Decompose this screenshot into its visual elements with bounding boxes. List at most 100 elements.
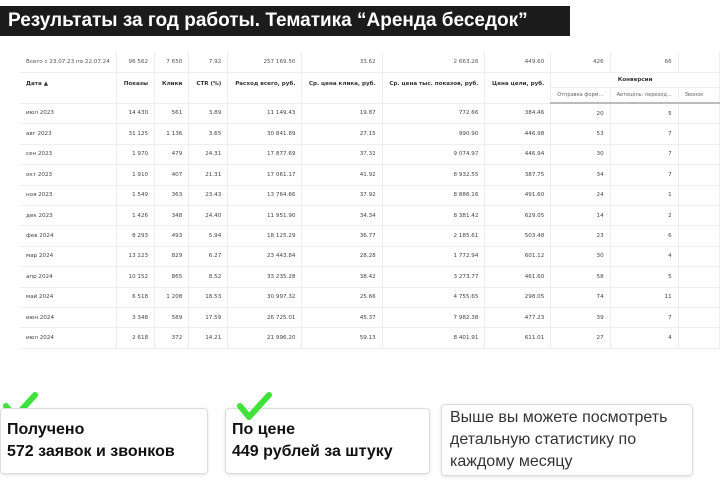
table-cell: 27 (550, 327, 611, 349)
column-header: Ср. цена клика, руб. (301, 72, 383, 104)
table-cell: 446.98 (484, 123, 552, 145)
table-cell: окт 2023 (20, 164, 117, 186)
table-cell: 20 (550, 103, 611, 125)
column-header: Расход всего, руб. (227, 72, 303, 104)
table-cell: 7 (610, 307, 679, 329)
table-cell (678, 225, 720, 247)
table-cell: 41.92 (301, 164, 383, 186)
table-cell: июл 2023 (20, 103, 117, 125)
table-cell: фев 2024 (20, 225, 117, 247)
table-cell: 1 772.94 (382, 246, 486, 268)
conversion-subheader: Звонок (678, 87, 720, 104)
table-cell: 34 (550, 164, 611, 186)
conversion-subheader: Автоцель: переход... (610, 87, 679, 104)
table-cell: 3.65 (188, 123, 229, 145)
table-cell: 30 841.89 (227, 123, 303, 145)
table-row: сен 2023 1 970 479 24.31 17 877.69 37.32 9 074… (20, 144, 720, 166)
table-cell: 4 (610, 246, 679, 268)
summary-cell: 7 650 (154, 52, 190, 73)
table-cell: 6 518 (116, 287, 156, 308)
table-cell: 23 443.84 (227, 246, 303, 268)
table-cell: 25.66 (301, 287, 383, 308)
table-cell: 11 951.90 (227, 205, 303, 227)
table-cell: 18.53 (188, 287, 229, 308)
table-cell: 446.94 (484, 144, 552, 166)
table-cell: 11 (610, 287, 679, 308)
summary-cell: 449.60 (484, 52, 552, 73)
table-cell: 865 (154, 266, 190, 288)
table-cell: 7 (610, 144, 679, 166)
table-cell: 372 (154, 327, 190, 349)
table-cell: 611.01 (484, 327, 552, 349)
summary-cell: 2 663.26 (382, 52, 486, 73)
table-cell: 461.60 (484, 266, 552, 288)
table-cell: 363 (154, 185, 190, 206)
table-cell: 990.90 (382, 123, 486, 145)
table-cell: 23 (550, 225, 611, 247)
card-label: Получено (7, 421, 85, 438)
table-cell (678, 103, 720, 125)
table-cell: 27.15 (301, 123, 383, 145)
table-cell: 31 125 (116, 123, 156, 145)
summary-cell: Всего с 23.07.23 по 22.07.24 (20, 52, 117, 73)
table-cell: 26 725.01 (227, 307, 303, 329)
table-cell: 19.87 (301, 103, 383, 125)
table-cell: ноя 2023 (20, 185, 117, 206)
table-cell: 37.32 (301, 144, 383, 166)
table-cell: 3 348 (116, 307, 156, 329)
table-row: авг 2023 31 125 1 136 3.65 30 841.89 27.15 990… (20, 123, 720, 145)
table-cell: 53 (550, 123, 611, 145)
table-cell: 1 549 (116, 185, 156, 206)
table-cell: 8 886.16 (382, 185, 486, 206)
table-cell: 30 997.32 (227, 287, 303, 308)
table-cell (678, 164, 720, 186)
table-cell: 45.37 (301, 307, 383, 329)
table-cell: авг 2023 (20, 123, 117, 145)
table-cell: 1 910 (116, 164, 156, 186)
table-cell: 5.94 (188, 225, 229, 247)
table-cell: 298.05 (484, 287, 552, 308)
summary-cell: 33.62 (301, 52, 383, 73)
table-cell: 6 (610, 225, 679, 247)
table-cell: дек 2023 (20, 205, 117, 227)
table-row: апр 2024 10 152 865 8.52 33 235.28 38.42 3 273… (20, 266, 720, 288)
table-cell: 10 152 (116, 266, 156, 288)
table-row: июл 2023 14 430 561 3.89 11 149.43 19.87 772.6… (20, 103, 720, 125)
card-value: 572 заявок и звонков (7, 443, 175, 460)
table-cell: 14 (550, 205, 611, 227)
table-cell (678, 327, 720, 349)
table-cell: 503.48 (484, 225, 552, 247)
table-cell: 17.59 (188, 307, 229, 329)
table-cell: 13 223 (116, 246, 156, 268)
table-cell: 8 932.55 (382, 164, 486, 186)
table-cell: 629.05 (484, 205, 552, 227)
summary-cell: 257 169.50 (227, 52, 303, 73)
table-cell: 1 426 (116, 205, 156, 227)
table-cell: 36.77 (301, 225, 383, 247)
table-cell: 5 (610, 266, 679, 288)
table-cell: 3.89 (188, 103, 229, 125)
table-cell: июл 2024 (20, 327, 117, 349)
table-cell: 74 (550, 287, 611, 308)
table-cell: июн 2024 (20, 307, 117, 329)
column-header[interactable]: Дата ▲ (20, 72, 117, 104)
table-cell: 17 061.17 (227, 164, 303, 186)
table-cell: 5 (610, 103, 679, 125)
table-cell: 58 (550, 266, 611, 288)
table-cell: 17 877.69 (227, 144, 303, 166)
table-row: фев 2024 8 293 493 5.94 18 125.29 36.77 2 185.… (20, 225, 720, 247)
table-cell: 493 (154, 225, 190, 247)
table-row: ноя 2023 1 549 363 23.43 13 764.66 37.92 8 886… (20, 185, 720, 206)
table-cell: май 2024 (20, 287, 117, 308)
result-card-price: По цене 449 рублей за штуку (225, 408, 430, 474)
table-cell: 7 (610, 164, 679, 186)
summary-cell: 426 (550, 52, 611, 73)
column-header: CTR (%) (188, 72, 229, 104)
table-cell: 39 (550, 307, 611, 329)
table-cell: 491.60 (484, 185, 552, 206)
table-cell: 384.46 (484, 103, 552, 125)
statistics-table: Всего с 23.07.23 по 22.07.24 96 562 7 650 7… (20, 52, 720, 349)
table-cell: 348 (154, 205, 190, 227)
table-cell: 561 (154, 103, 190, 125)
check-icon (237, 392, 272, 420)
